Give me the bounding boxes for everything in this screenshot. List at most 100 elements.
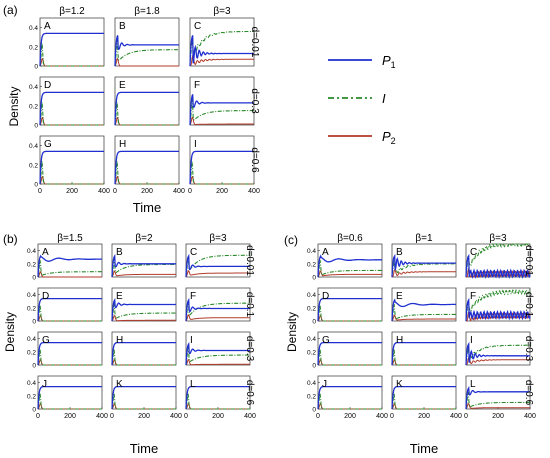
series-P1-line bbox=[189, 35, 254, 67]
subplot-label: E bbox=[116, 291, 123, 302]
x-tick-label: 200 bbox=[216, 188, 228, 195]
column-title: β=3 bbox=[209, 233, 227, 244]
series-I-line bbox=[39, 43, 104, 67]
y-tick-label: 0.4 bbox=[307, 292, 316, 299]
y-tick-label: 0.4 bbox=[27, 336, 36, 343]
y-axis-label: Density bbox=[7, 86, 21, 126]
series-I-line bbox=[37, 391, 102, 410]
panel-label: (b) bbox=[3, 232, 18, 246]
x-tick-label: 200 bbox=[138, 413, 150, 420]
subplot-frame bbox=[317, 287, 383, 322]
y-tick-label: 0 bbox=[312, 319, 316, 326]
subplot-B: B bbox=[114, 17, 180, 67]
subplot-label: L bbox=[470, 379, 476, 390]
series-I-line bbox=[391, 391, 456, 410]
x-tick-label: 0 bbox=[184, 413, 188, 420]
x-tick-label: 400 bbox=[98, 188, 110, 195]
x-tick-label: 400 bbox=[524, 413, 536, 420]
y-tick-label: 0.2 bbox=[27, 393, 36, 400]
subplot-frame bbox=[37, 331, 103, 366]
series-I-line bbox=[317, 391, 382, 410]
subplot-frame bbox=[39, 17, 105, 67]
series-I-line bbox=[111, 303, 176, 321]
y-tick-label: 0 bbox=[32, 275, 36, 282]
series-P2-line bbox=[465, 403, 530, 410]
subplot-D: 0 0.2 0.4 D bbox=[29, 76, 105, 130]
row-label: d=0.01 bbox=[244, 245, 255, 276]
column-title: β=3 bbox=[489, 233, 507, 244]
subplot-G: 0 0.2 0.4 0 200 400 G bbox=[29, 135, 110, 195]
series-P2-line bbox=[185, 359, 250, 366]
series-I-line bbox=[189, 99, 254, 125]
series-P1-line bbox=[114, 150, 179, 185]
x-tick-label: 400 bbox=[244, 413, 256, 420]
column-title: β=3 bbox=[213, 6, 231, 17]
x-tick-label: 400 bbox=[376, 413, 388, 420]
y-tick-label: 0 bbox=[34, 182, 38, 189]
subplot-frame bbox=[185, 243, 251, 278]
series-P1-line bbox=[185, 297, 250, 322]
subplot-G: 0 0.2 0.4 G bbox=[307, 331, 383, 370]
series-P1-line bbox=[39, 91, 104, 126]
x-tick-label: 200 bbox=[66, 188, 78, 195]
y-tick-label: 0.2 bbox=[27, 349, 36, 356]
subplot-E: E bbox=[391, 287, 457, 322]
subplot-frame bbox=[37, 375, 103, 410]
series-I-line bbox=[465, 344, 530, 363]
subplot-K: 0 200 400 K bbox=[390, 375, 462, 420]
subplot-F: F bbox=[189, 76, 255, 126]
subplot-label: H bbox=[116, 335, 123, 346]
y-tick-label: 0.2 bbox=[29, 103, 38, 110]
x-tick-label: 200 bbox=[344, 413, 356, 420]
series-P2-line bbox=[111, 315, 176, 322]
x-tick-label: 0 bbox=[38, 188, 42, 195]
x-axis-label: Time bbox=[133, 200, 161, 215]
x-axis-label: Time bbox=[410, 441, 438, 456]
subplot-label: A bbox=[42, 247, 49, 258]
subplot-B: B bbox=[391, 243, 457, 278]
subplot-frame bbox=[114, 76, 180, 126]
row-label: d=0.6 bbox=[249, 147, 260, 173]
x-tick-label: 400 bbox=[450, 413, 462, 420]
row-label: d=0.6 bbox=[244, 380, 255, 406]
y-tick-label: 0.4 bbox=[29, 84, 38, 91]
series-P1-line bbox=[111, 253, 176, 278]
x-tick-label: 0 bbox=[36, 413, 40, 420]
subplot-H: H bbox=[391, 331, 457, 366]
subplot-label: I bbox=[190, 335, 193, 346]
subplot-C: C bbox=[465, 243, 531, 280]
series-P1-line bbox=[39, 32, 104, 67]
subplot-label: J bbox=[42, 379, 47, 390]
column-title: β=1.8 bbox=[134, 6, 160, 17]
x-tick-label: 400 bbox=[173, 188, 185, 195]
subplot-A: 0 0.2 0.4 A bbox=[27, 243, 103, 282]
series-P1-line bbox=[37, 341, 102, 366]
series-P1-line bbox=[189, 150, 254, 185]
column-title: β=0.6 bbox=[337, 233, 363, 244]
series-P1-line bbox=[39, 150, 104, 185]
subplot-label: D bbox=[44, 80, 51, 91]
series-I-line bbox=[37, 303, 102, 322]
subplot-frame bbox=[317, 375, 383, 410]
subplot-frame bbox=[185, 375, 251, 410]
subplot-E: E bbox=[114, 76, 180, 126]
series-I-line bbox=[111, 391, 176, 410]
subplot-label: B bbox=[396, 247, 403, 258]
subplot-label: H bbox=[396, 335, 403, 346]
series-I-line bbox=[37, 347, 102, 366]
subplot-F: F bbox=[465, 287, 531, 322]
row-label: d=0.01 bbox=[249, 27, 260, 58]
x-tick-label: 200 bbox=[212, 413, 224, 420]
subplot-I: I bbox=[185, 331, 251, 366]
subplot-label: H bbox=[119, 139, 126, 150]
y-tick-label: 0.4 bbox=[29, 25, 38, 32]
figure-group-a: (a) Density β=1.2 β=1.8 β=3 0 0.2 0.4 A B C 0 0.2 0.4… bbox=[3, 3, 260, 215]
y-tick-label: 0.2 bbox=[27, 261, 36, 268]
series-P1-line bbox=[111, 297, 176, 322]
subplot-frame bbox=[37, 287, 103, 322]
subplot-label: A bbox=[44, 21, 51, 32]
series-P1-line bbox=[189, 94, 254, 126]
y-tick-label: 0.4 bbox=[27, 380, 36, 387]
series-P1-line bbox=[185, 385, 250, 410]
